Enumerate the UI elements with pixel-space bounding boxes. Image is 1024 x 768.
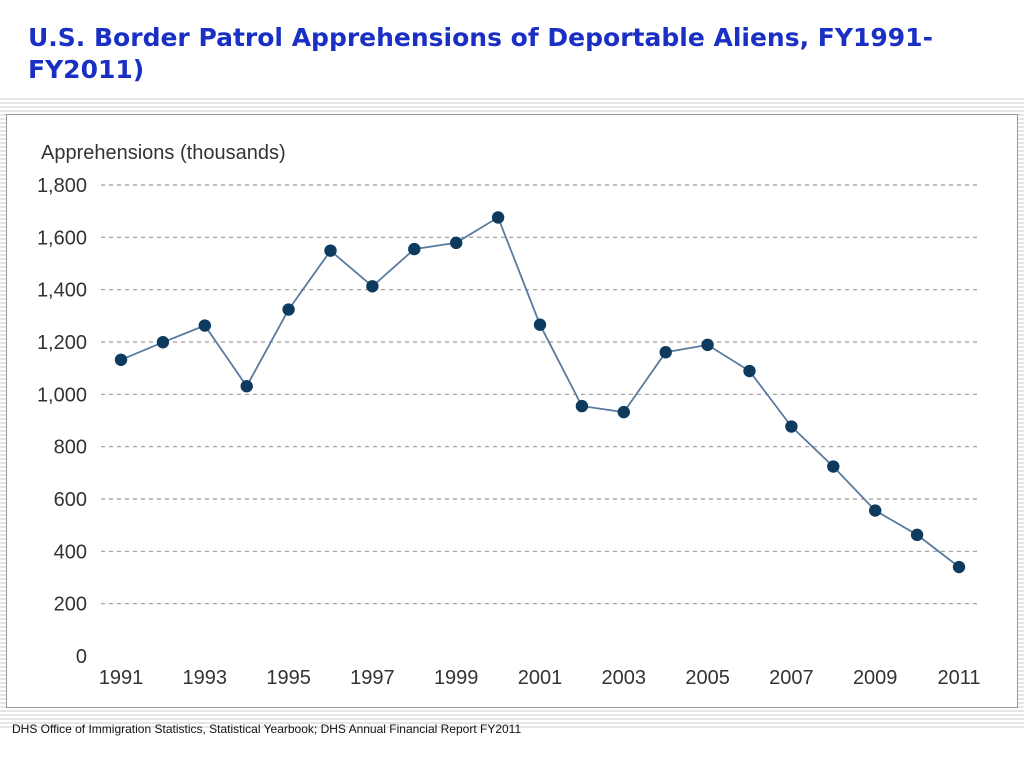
data-point	[282, 303, 295, 316]
data-point	[324, 244, 337, 257]
data-point	[198, 319, 211, 332]
data-point	[617, 405, 630, 419]
data-point	[659, 346, 672, 359]
data-point	[114, 353, 128, 366]
data-point	[533, 318, 547, 331]
y-tick-label: 200	[54, 594, 87, 616]
data-point	[910, 528, 924, 542]
y-tick-label: 1,400	[37, 280, 87, 302]
data-point	[408, 242, 421, 256]
x-tick-label: 2009	[853, 667, 898, 689]
data-point	[743, 364, 756, 378]
x-tick-labels: 1991 1993 1995 1997 1999 2001 2003 2005 2007 2009…	[99, 667, 981, 689]
data-point	[366, 280, 379, 293]
x-tick-label: 1993	[183, 667, 228, 689]
data-point	[491, 211, 505, 224]
x-tick-label: 2001	[518, 667, 563, 689]
chart-frame: Apprehensions (thousands) 0 200 400 600 800 1…	[6, 114, 1018, 708]
data-point	[450, 236, 463, 250]
y-tick-label: 1,600	[37, 227, 87, 249]
data-point	[785, 420, 798, 433]
y-tick-label: 0	[76, 646, 87, 668]
x-tick-label: 1995	[266, 667, 311, 689]
y-axis-label: Apprehensions (thousands)	[41, 142, 286, 164]
x-tick-label: 2003	[602, 667, 647, 689]
line-chart: Apprehensions (thousands) 0 200 400 600 800 1…	[37, 142, 981, 689]
y-tick-labels: 0 200 400 600 800 1,000 1,200 1,400 1,600 1,800	[37, 175, 87, 668]
gridlines	[101, 184, 981, 605]
x-tick-label: 1997	[350, 667, 395, 689]
y-tick-label: 1,800	[37, 175, 87, 197]
y-tick-label: 1,200	[37, 332, 87, 354]
x-tick-label: 1999	[434, 667, 479, 689]
data-point	[240, 380, 253, 393]
x-tick-label: 1991	[99, 667, 144, 689]
data-point	[952, 560, 966, 574]
data-point	[156, 336, 170, 349]
y-tick-label: 400	[54, 541, 87, 563]
data-point	[701, 338, 714, 352]
data-point	[869, 504, 882, 517]
y-tick-label: 1,000	[37, 384, 87, 406]
data-point	[575, 399, 589, 413]
y-tick-label: 600	[54, 489, 87, 511]
data-series	[114, 211, 966, 574]
y-tick-label: 800	[54, 437, 87, 459]
source-note: DHS Office of Immigration Statistics, St…	[12, 722, 522, 736]
x-tick-label: 2007	[769, 667, 814, 689]
data-point	[827, 460, 840, 473]
x-tick-label: 2005	[685, 667, 730, 689]
slide-title: U.S. Border Patrol Apprehensions of Depo…	[28, 23, 933, 84]
x-tick-label: 2011	[937, 667, 980, 689]
